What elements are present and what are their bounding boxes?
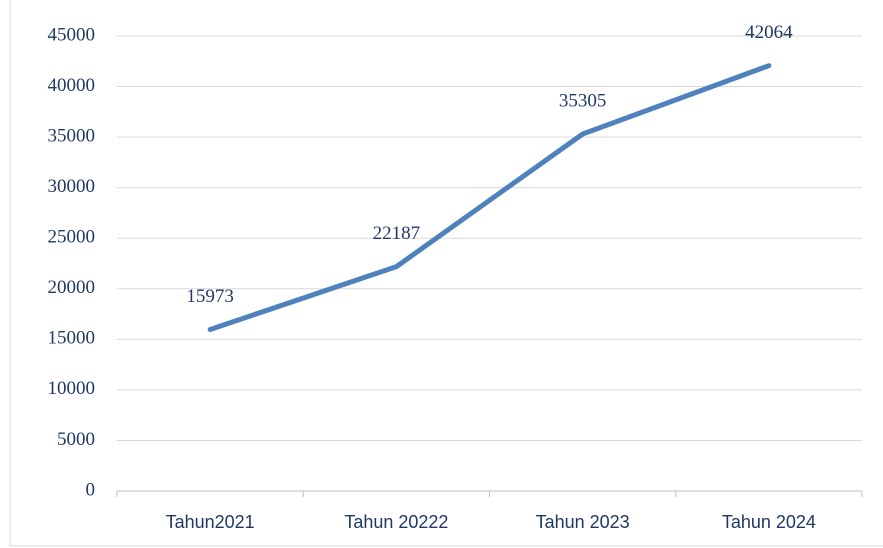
y-tick-label: 40000 [48,75,96,96]
x-tick-label: Tahun 2024 [722,512,816,532]
y-tick-label: 10000 [48,378,96,399]
y-tick-label: 0 [86,479,96,500]
x-tick-label: Tahun2021 [166,512,255,532]
chart-frame [9,0,883,547]
x-tick-label: Tahun 20222 [344,512,448,532]
x-tick-label: Tahun 2023 [536,512,630,532]
y-tick-label: 30000 [48,176,96,197]
y-tick-label: 35000 [48,125,96,146]
y-tick-label: 20000 [48,277,96,298]
y-tick-label: 45000 [48,24,96,45]
y-tick-label: 15000 [48,328,96,349]
data-label: 42064 [745,22,793,43]
y-tick-label: 5000 [57,429,95,450]
line-series [207,63,772,332]
data-label: 15973 [186,286,234,307]
data-label: 22187 [373,223,421,244]
y-tick-label: 25000 [48,227,96,248]
data-label: 35305 [559,90,607,111]
